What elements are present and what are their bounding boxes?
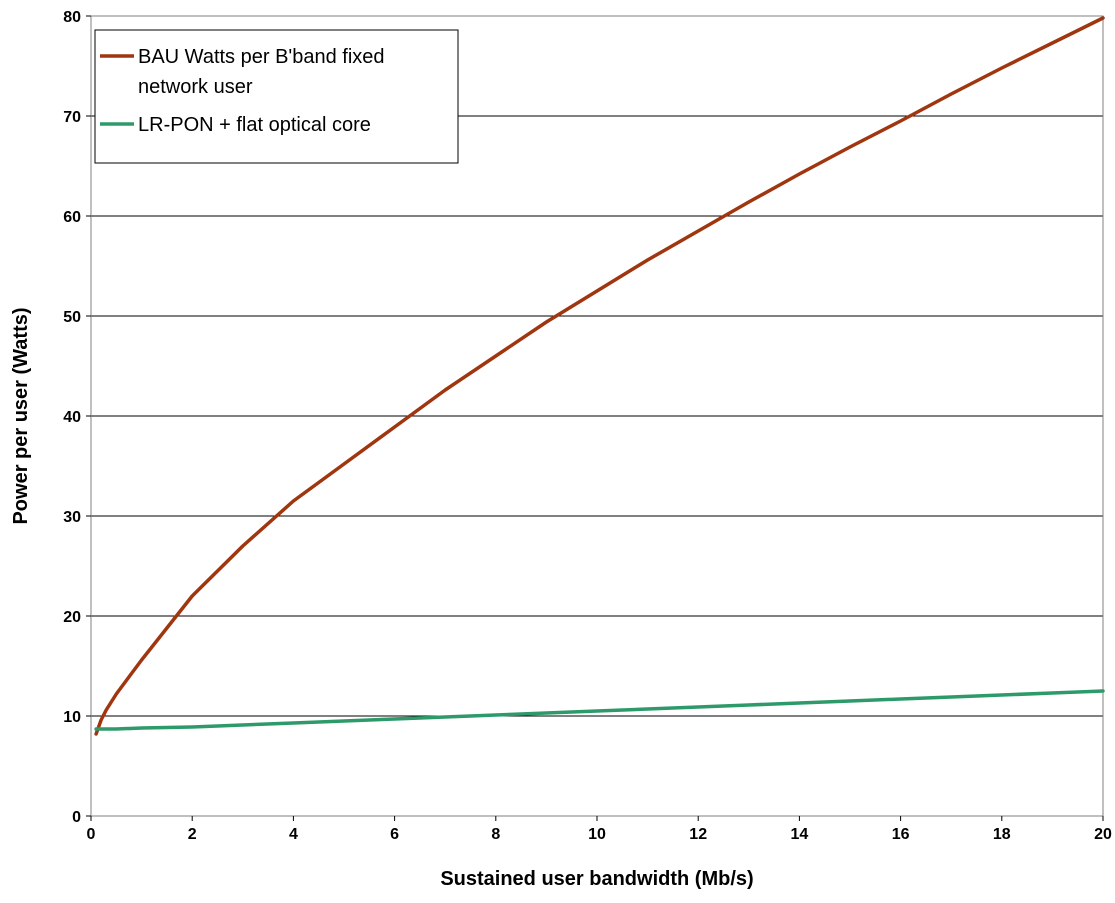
x-tick-label-16: 16: [892, 826, 910, 843]
x-tick-label-14: 14: [791, 826, 809, 843]
y-axis-ticks: 0 10 20 30 40 50 60 70 80: [63, 9, 91, 826]
y-tick-label-70: 70: [63, 109, 81, 126]
legend-label-lr-pon: LR-PON + flat optical core: [138, 114, 371, 136]
y-axis-title: Power per user (Watts): [10, 307, 32, 524]
x-tick-label-2: 2: [188, 826, 197, 843]
y-tick-label-30: 30: [63, 509, 81, 526]
x-axis-ticks: 0 2 4 6 8 10 12 14 16 18 20: [87, 816, 1112, 843]
y-tick-label-80: 80: [63, 9, 81, 26]
x-tick-label-8: 8: [491, 826, 500, 843]
legend: BAU Watts per B'band fixed network user …: [94, 29, 459, 164]
x-tick-label-20: 20: [1094, 826, 1112, 843]
x-tick-label-6: 6: [390, 826, 399, 843]
y-tick-label-10: 10: [63, 709, 81, 726]
x-tick-label-0: 0: [87, 826, 96, 843]
y-tick-label-20: 20: [63, 609, 81, 626]
x-tick-label-4: 4: [289, 826, 298, 843]
x-tick-label-12: 12: [689, 826, 707, 843]
y-tick-label-50: 50: [63, 309, 81, 326]
legend-label-bau-line-1: BAU Watts per B'band fixed: [138, 46, 385, 68]
y-tick-label-40: 40: [63, 409, 81, 426]
series-line-lr-pon: [94, 689, 1105, 731]
y-tick-label-60: 60: [63, 209, 81, 226]
x-axis-title: Sustained user bandwidth (Mb/s): [440, 868, 753, 890]
gridlines: [91, 115, 1103, 717]
x-tick-label-10: 10: [588, 826, 606, 843]
series-lines: [94, 16, 1105, 736]
legend-box: [94, 29, 459, 164]
x-tick-label-18: 18: [993, 826, 1011, 843]
series-line-bau: [94, 16, 1105, 736]
legend-label-bau-line-2: network user: [138, 76, 253, 98]
y-tick-label-0: 0: [72, 809, 81, 826]
